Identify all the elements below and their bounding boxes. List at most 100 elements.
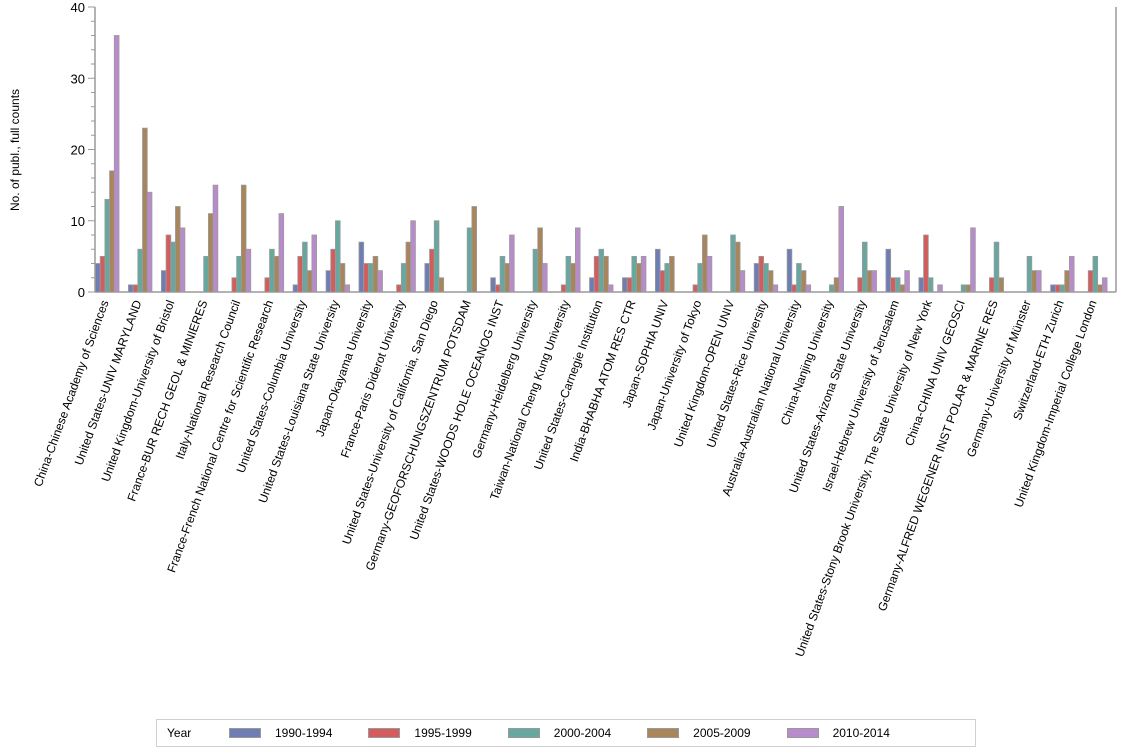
bar-group xyxy=(325,220,350,293)
bar xyxy=(358,241,365,293)
bar xyxy=(339,263,346,293)
bar-group xyxy=(918,234,943,293)
bar xyxy=(160,270,167,293)
bar xyxy=(871,270,877,293)
bar-group xyxy=(203,184,219,293)
bar xyxy=(937,284,943,293)
bar xyxy=(208,213,214,293)
bar xyxy=(377,270,383,293)
bar xyxy=(537,227,543,293)
bar xyxy=(137,248,143,293)
bar xyxy=(664,263,670,293)
bar xyxy=(1092,255,1099,293)
bar xyxy=(1087,270,1094,293)
bar-chart: 0 10 20 30 40 China-Chinese Academy of Scien… xyxy=(8,0,1117,659)
bar xyxy=(1026,255,1033,293)
bar xyxy=(800,270,807,293)
y-tick-label: 0 xyxy=(78,285,85,300)
bar xyxy=(269,248,275,293)
bar xyxy=(109,170,115,293)
legend-label: 2000-2004 xyxy=(553,726,612,740)
bar xyxy=(697,263,703,293)
bar xyxy=(862,241,868,293)
bar-group xyxy=(128,127,153,293)
bar xyxy=(330,248,336,293)
bar xyxy=(142,127,148,293)
x-axis-labels: China-Chinese Academy of SciencesUnited … xyxy=(31,297,1100,658)
bar-group xyxy=(160,206,186,293)
bar xyxy=(993,241,1000,293)
bar xyxy=(396,284,402,293)
bar xyxy=(894,277,901,293)
bar xyxy=(264,277,270,293)
bar-group xyxy=(466,206,477,293)
bar xyxy=(372,255,379,293)
bar xyxy=(753,263,760,293)
bar xyxy=(791,284,797,293)
legend-label: 1995-1999 xyxy=(414,726,472,740)
bar xyxy=(1059,284,1066,293)
bar-group xyxy=(857,241,877,293)
bar xyxy=(593,255,600,293)
bar xyxy=(730,234,736,293)
bar-group xyxy=(532,227,548,293)
legend-swatch xyxy=(229,728,261,738)
bar-group xyxy=(655,248,675,293)
bar xyxy=(104,198,111,293)
bar xyxy=(504,263,510,293)
x-tick-label: China-CHINA UNIV GEOSCI xyxy=(902,298,968,448)
bar-group xyxy=(231,184,252,293)
bar-group xyxy=(396,220,416,293)
bar-group xyxy=(264,213,285,293)
bar xyxy=(772,284,779,293)
bar xyxy=(95,263,101,293)
bar xyxy=(429,248,435,293)
legend-item: 1995-1999 xyxy=(368,726,472,740)
bar-group xyxy=(1050,255,1075,293)
bar xyxy=(989,277,995,293)
bar xyxy=(405,241,412,293)
bar xyxy=(471,206,477,293)
bar xyxy=(574,227,581,293)
bar xyxy=(960,284,967,293)
bar xyxy=(970,227,976,293)
bar-group xyxy=(753,255,779,293)
bar xyxy=(702,234,708,293)
y-tick-label: 40 xyxy=(71,0,85,15)
bar xyxy=(132,284,139,293)
bar xyxy=(659,270,666,293)
bar-group xyxy=(490,234,515,293)
bar xyxy=(99,255,106,293)
bar-group xyxy=(989,241,1004,293)
bar-group xyxy=(960,227,976,293)
bar xyxy=(466,227,473,293)
bar xyxy=(297,255,303,293)
bar xyxy=(532,248,539,293)
bar xyxy=(179,227,186,293)
x-tick-label: United States-Rice University xyxy=(704,298,771,449)
bar xyxy=(170,241,176,293)
bar xyxy=(885,248,892,293)
bar-group xyxy=(292,234,318,293)
bar xyxy=(570,263,576,293)
bar-group xyxy=(885,248,910,293)
bar xyxy=(640,255,647,293)
bar-group xyxy=(692,234,713,293)
bar xyxy=(1097,284,1103,293)
bar xyxy=(636,263,642,293)
bar xyxy=(998,277,1004,293)
y-axis: 0 10 20 30 40 xyxy=(71,0,1117,300)
bar xyxy=(302,241,308,293)
bar xyxy=(335,220,341,293)
bar xyxy=(292,284,299,293)
bar xyxy=(311,234,318,293)
legend-label: 2010-2014 xyxy=(832,726,890,740)
bar xyxy=(367,263,374,293)
legend-title: Year xyxy=(167,726,192,740)
bar xyxy=(923,234,929,293)
bar xyxy=(763,263,769,293)
bar xyxy=(509,234,515,293)
bar xyxy=(499,255,506,293)
bar xyxy=(438,277,445,293)
bar xyxy=(767,270,774,293)
